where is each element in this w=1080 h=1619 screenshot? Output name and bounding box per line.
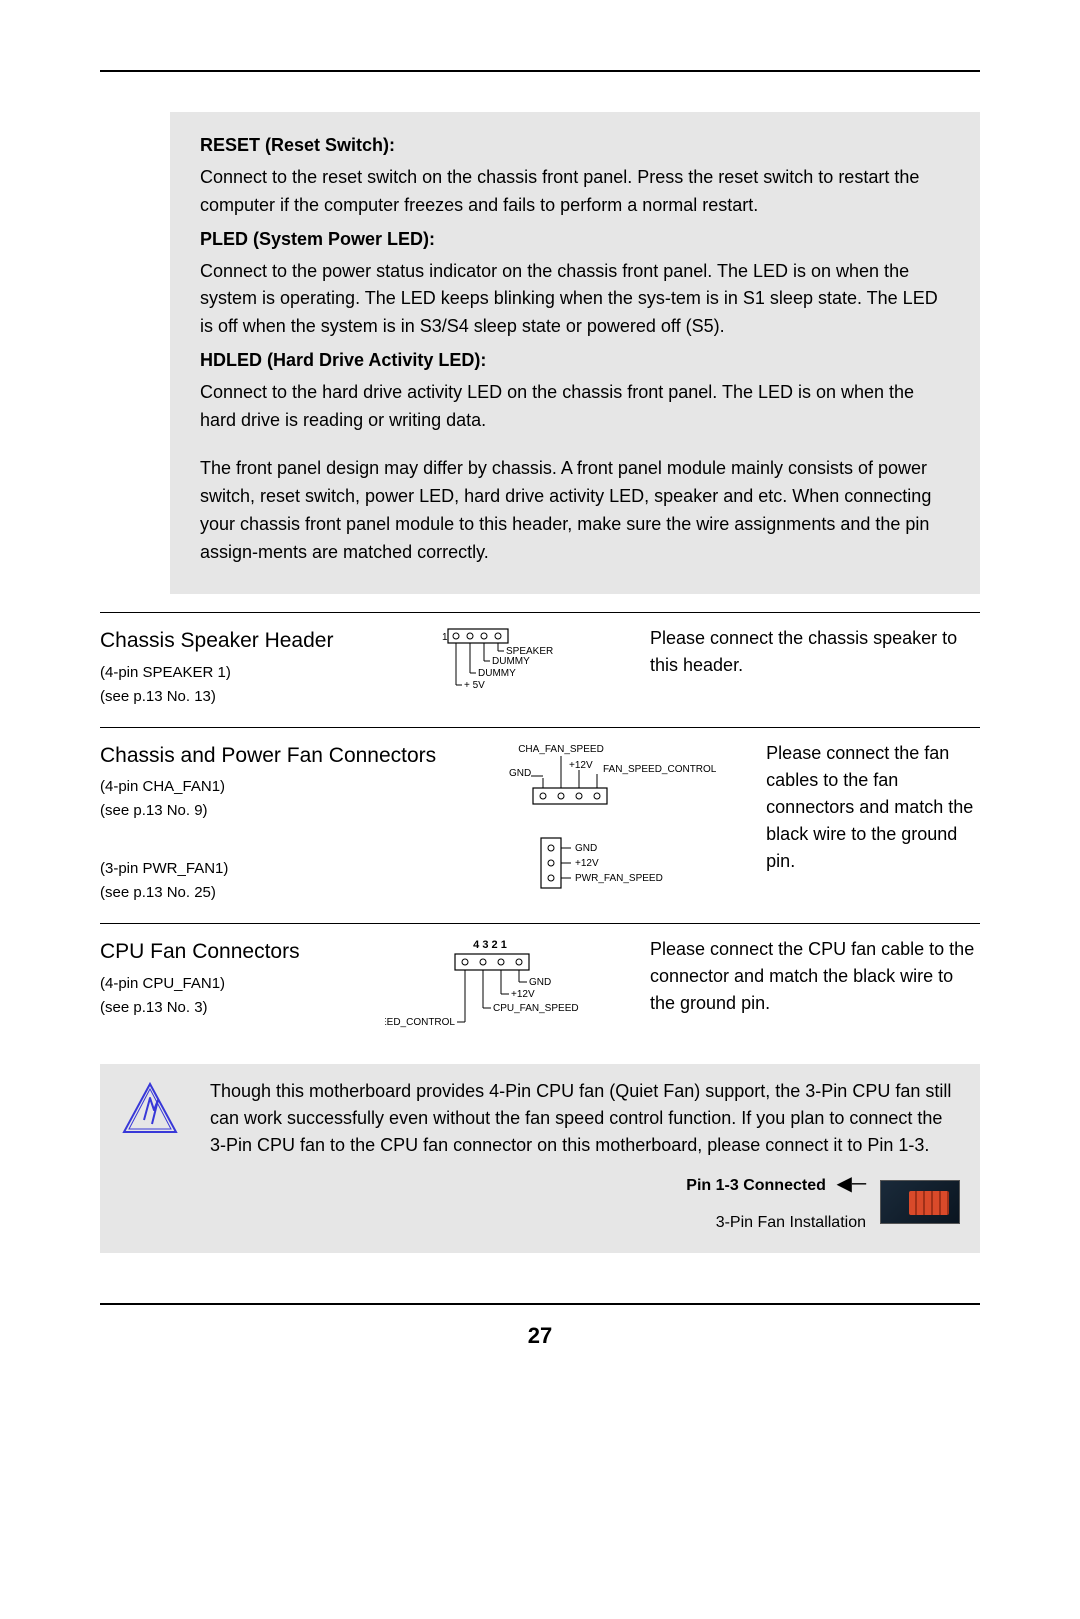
speaker-title: Chassis Speaker Header: [100, 625, 360, 657]
cpu-12v: +12V: [511, 989, 535, 1000]
cpufan-svg: 4 3 2 1 GND +12V CPU_FAN_SPEED FAN_SPEED…: [385, 936, 625, 1046]
speaker-svg: 1 SPEAKER DUMMY DUMMY + 5V: [430, 625, 580, 705]
speaker-pin-dummy2: DUMMY: [478, 668, 516, 679]
pwrfan-svg: GND +12V PWR_FAN_SPEED: [491, 830, 711, 900]
chafan-diagram: CHA_FAN_SPEED +12V GND FAN_SPEED_CONTROL: [456, 740, 746, 906]
cpufan-desc: Please connect the CPU fan cable to the …: [650, 936, 980, 1046]
pwr-12v: +12V: [575, 858, 599, 869]
chafan-sub3: (3-pin PWR_FAN1): [100, 857, 436, 881]
cpufan-diagram: 4 3 2 1 GND +12V CPU_FAN_SPEED FAN_SPEED…: [380, 936, 630, 1046]
chafan-sub1: (4-pin CHA_FAN1): [100, 775, 436, 799]
page: RESET (Reset Switch): Connect to the res…: [0, 0, 1080, 1389]
chafan-sub4: (see p.13 No. 25): [100, 881, 436, 905]
reset-body: Connect to the reset switch on the chass…: [200, 164, 950, 220]
speaker-desc: Please connect the chassis speaker to th…: [650, 625, 980, 709]
caution-box: Though this motherboard provides 4-Pin C…: [100, 1064, 980, 1253]
hdled-body: Connect to the hard drive activity LED o…: [200, 379, 950, 435]
arrow-left-icon: ◀─: [831, 1173, 866, 1195]
cpufan-title: CPU Fan Connectors: [100, 936, 360, 968]
speaker-pin-dummy1: DUMMY: [492, 656, 530, 667]
cpufan-sub1: (4-pin CPU_FAN1): [100, 972, 360, 996]
speaker-left: Chassis Speaker Header (4-pin SPEAKER 1)…: [100, 625, 360, 709]
page-number: 27: [100, 1323, 980, 1349]
separator: [100, 727, 980, 728]
install-label: 3-Pin Fan Installation: [686, 1211, 866, 1235]
section-cpufan: CPU Fan Connectors (4-pin CPU_FAN1) (see…: [100, 936, 980, 1046]
pin1-label: 1: [442, 632, 448, 643]
chafan-sub2: (see p.13 No. 9): [100, 799, 436, 823]
cpu-fsc: FAN_SPEED_CONTROL: [385, 1017, 455, 1028]
speaker-sub1: (4-pin SPEAKER 1): [100, 661, 360, 685]
cpu-gnd: GND: [529, 977, 551, 988]
pwr-gnd: GND: [575, 843, 597, 854]
section-chafan: Chassis and Power Fan Connectors (4-pin …: [100, 740, 980, 906]
caution-body: Though this motherboard provides 4-Pin C…: [210, 1078, 960, 1235]
chafan-left: Chassis and Power Fan Connectors (4-pin …: [100, 740, 436, 906]
speaker-diagram: 1 SPEAKER DUMMY DUMMY + 5V: [380, 625, 630, 709]
caution-text: Though this motherboard provides 4-Pin C…: [210, 1078, 960, 1159]
cha-speed: CHA_FAN_SPEED: [518, 744, 604, 755]
cpu-nums: 4 3 2 1: [473, 939, 507, 951]
reset-title: RESET (Reset Switch):: [200, 135, 395, 155]
separator: [100, 923, 980, 924]
cpufan-left: CPU Fan Connectors (4-pin CPU_FAN1) (see…: [100, 936, 360, 1046]
cha-12v: +12V: [569, 760, 593, 771]
pled-body: Connect to the power status indicator on…: [200, 258, 950, 342]
definitions-box: RESET (Reset Switch): Connect to the res…: [170, 112, 980, 594]
cha-fsc: FAN_SPEED_CONTROL: [603, 764, 717, 775]
speaker-pin-5v: + 5V: [464, 680, 485, 691]
caution-icon: [120, 1078, 190, 1138]
pwr-speed: PWR_FAN_SPEED: [575, 873, 663, 884]
section-speaker: Chassis Speaker Header (4-pin SPEAKER 1)…: [100, 625, 980, 709]
separator: [100, 612, 980, 613]
install-thumbnail: [880, 1180, 960, 1224]
chafan-desc: Please connect the fan cables to the fan…: [766, 740, 980, 906]
cha-gnd: GND: [509, 768, 531, 779]
pled-title: PLED (System Power LED):: [200, 229, 435, 249]
speaker-sub2: (see p.13 No. 13): [100, 685, 360, 709]
bottom-rule: [100, 1303, 980, 1305]
hdled-title: HDLED (Hard Drive Activity LED):: [200, 350, 486, 370]
cpufan-sub2: (see p.13 No. 3): [100, 996, 360, 1020]
chafan-title: Chassis and Power Fan Connectors: [100, 740, 436, 772]
front-panel-note: The front panel design may differ by cha…: [200, 455, 950, 567]
top-rule: [100, 70, 980, 72]
caution-footer: Pin 1-3 Connected ◀─ 3-Pin Fan Installat…: [210, 1169, 960, 1235]
cpu-speed: CPU_FAN_SPEED: [493, 1003, 579, 1014]
chafan-svg: CHA_FAN_SPEED +12V GND FAN_SPEED_CONTROL: [461, 740, 741, 830]
pin13-label: Pin 1-3 Connected: [686, 1177, 826, 1194]
